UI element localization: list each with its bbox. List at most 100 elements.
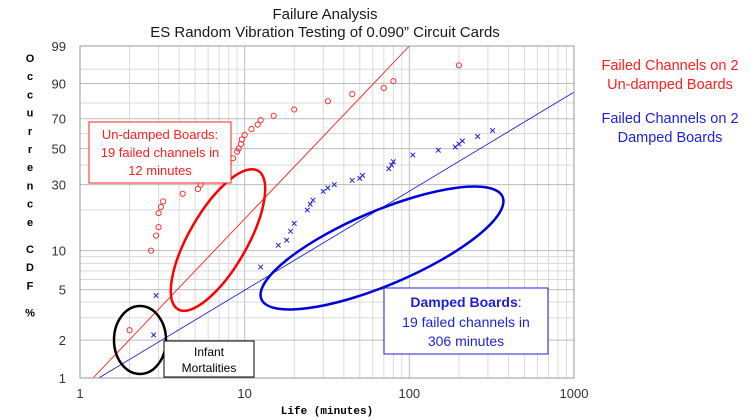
damped-cluster-ellipse bbox=[259, 185, 505, 311]
y-axis-label-char: e bbox=[27, 162, 33, 174]
legend-undamped-line1: Failed Channels on 2 bbox=[601, 58, 739, 74]
undamped-point bbox=[270, 112, 277, 119]
y-tick-label: 30 bbox=[52, 178, 66, 193]
y-tick-label: 99 bbox=[52, 39, 66, 54]
damped-point bbox=[287, 228, 294, 234]
undamped-point bbox=[237, 140, 245, 148]
undamped-point bbox=[153, 232, 160, 239]
x-tick-label: 1 bbox=[76, 386, 83, 401]
undamped-point bbox=[157, 203, 164, 211]
damped-annotation: Damped Boards: 19 failed channels in 306… bbox=[383, 287, 549, 355]
undamped-point bbox=[235, 145, 242, 152]
y-tick-label: 1 bbox=[59, 371, 66, 386]
damped-point bbox=[150, 332, 157, 338]
undamped-annotation: Un-damped Boards: 19 failed channels in … bbox=[88, 121, 232, 184]
undamped-point bbox=[291, 106, 298, 113]
damped-point bbox=[275, 242, 281, 248]
damped-point bbox=[475, 133, 481, 140]
y-tick-label: 70 bbox=[52, 112, 66, 127]
chart-title: Failure Analysis bbox=[272, 6, 378, 23]
undamped-point bbox=[248, 126, 255, 133]
y-axis-label-char: r bbox=[28, 126, 33, 138]
x-tick-label: 10 bbox=[237, 386, 251, 401]
x-axis-label: Life (minutes) bbox=[281, 406, 373, 418]
y-axis-label-char: n bbox=[27, 180, 34, 192]
damped-point bbox=[435, 147, 441, 153]
undamped-point bbox=[390, 78, 397, 85]
undamped-point bbox=[234, 148, 241, 155]
undamped-point bbox=[455, 62, 462, 69]
infant-annotation-line2: Mortalities bbox=[182, 361, 237, 375]
chart-subtitle: ES Random Vibration Testing of 0.090” Ci… bbox=[150, 24, 500, 41]
infant-annotation-line1: Infant bbox=[194, 345, 225, 359]
y-tick-label: 50 bbox=[52, 142, 66, 157]
damped-point bbox=[388, 162, 395, 168]
damped-point bbox=[349, 177, 355, 184]
plot-frame bbox=[79, 45, 575, 379]
y-axis-label-char: r bbox=[28, 144, 33, 156]
damped-point bbox=[489, 127, 496, 134]
undamped-point bbox=[324, 98, 331, 105]
damped-point bbox=[325, 185, 331, 191]
damped-point bbox=[284, 237, 290, 243]
fit-line bbox=[98, 91, 574, 378]
x-tick-label: 100 bbox=[398, 386, 420, 401]
axes: 1 10 100 1000 1 2 5 10 30 50 70 90 99 bbox=[52, 39, 589, 401]
y-tick-label: 90 bbox=[52, 77, 66, 92]
damped-point bbox=[410, 152, 416, 158]
damped-point bbox=[307, 201, 313, 207]
legend-damped-line2: Damped Boards bbox=[617, 130, 723, 146]
undamped-point bbox=[155, 224, 162, 231]
y-axis-label-char: F bbox=[27, 280, 34, 292]
damped-point bbox=[359, 172, 366, 179]
undamped-annotation-line3: 12 minutes bbox=[128, 163, 192, 178]
fit-line bbox=[92, 46, 410, 378]
legend-undamped-line2: Un-damped Boards bbox=[607, 77, 733, 93]
undamped-point bbox=[380, 84, 387, 92]
damped-point bbox=[291, 220, 297, 227]
x-tick-label: 1000 bbox=[560, 386, 589, 401]
y-axis-label-char: O bbox=[26, 53, 35, 65]
y-axis-label-char: c bbox=[27, 89, 33, 101]
undamped-annotation-line1: Un-damped Boards: bbox=[102, 127, 218, 142]
y-axis-label-char: e bbox=[27, 217, 33, 229]
y-axis-label-char: % bbox=[25, 308, 35, 320]
undamped-point bbox=[147, 247, 155, 254]
legend-damped: Failed Channels on 2 Damped Boards bbox=[590, 110, 750, 148]
damped-point bbox=[310, 197, 316, 203]
data-points bbox=[126, 62, 496, 338]
undamped-point bbox=[254, 121, 261, 128]
undamped-point bbox=[257, 117, 264, 124]
damped-annotation-heading: Damped Boards: bbox=[410, 294, 521, 310]
undamped-point bbox=[241, 131, 248, 139]
damped-point bbox=[153, 292, 159, 299]
legend-damped-line1: Failed Channels on 2 bbox=[601, 111, 739, 127]
undamped-point bbox=[155, 210, 162, 217]
damped-annotation-colon: : bbox=[518, 294, 522, 310]
y-tick-label: 5 bbox=[59, 283, 66, 298]
infant-annotation: Infant Mortalities bbox=[163, 340, 255, 378]
infant-mortality-ellipse bbox=[112, 304, 168, 376]
damped-point bbox=[257, 264, 264, 270]
undamped-annotation-line2: 19 failed channels in bbox=[101, 145, 220, 160]
undamped-point bbox=[160, 198, 167, 205]
damped-annotation-line2: 19 failed channels in bbox=[402, 314, 530, 330]
legend-undamped: Failed Channels on 2 Un-damped Boards bbox=[590, 57, 750, 95]
y-axis-label-char: c bbox=[27, 71, 33, 83]
undamped-point bbox=[126, 327, 133, 334]
damped-point bbox=[459, 138, 466, 144]
y-tick-label: 10 bbox=[52, 244, 66, 259]
damped-point bbox=[386, 166, 392, 172]
fit-lines bbox=[92, 46, 574, 378]
undamped-point bbox=[238, 136, 245, 143]
damped-point bbox=[320, 188, 326, 195]
y-axis-label-char: u bbox=[27, 108, 34, 120]
undamped-point bbox=[179, 190, 186, 197]
y-axis-label-char: D bbox=[26, 262, 34, 274]
undamped-point bbox=[194, 186, 201, 193]
y-tick-label: 2 bbox=[59, 333, 66, 348]
damped-point bbox=[390, 159, 397, 165]
damped-annotation-bold: Damped Boards bbox=[410, 294, 518, 310]
